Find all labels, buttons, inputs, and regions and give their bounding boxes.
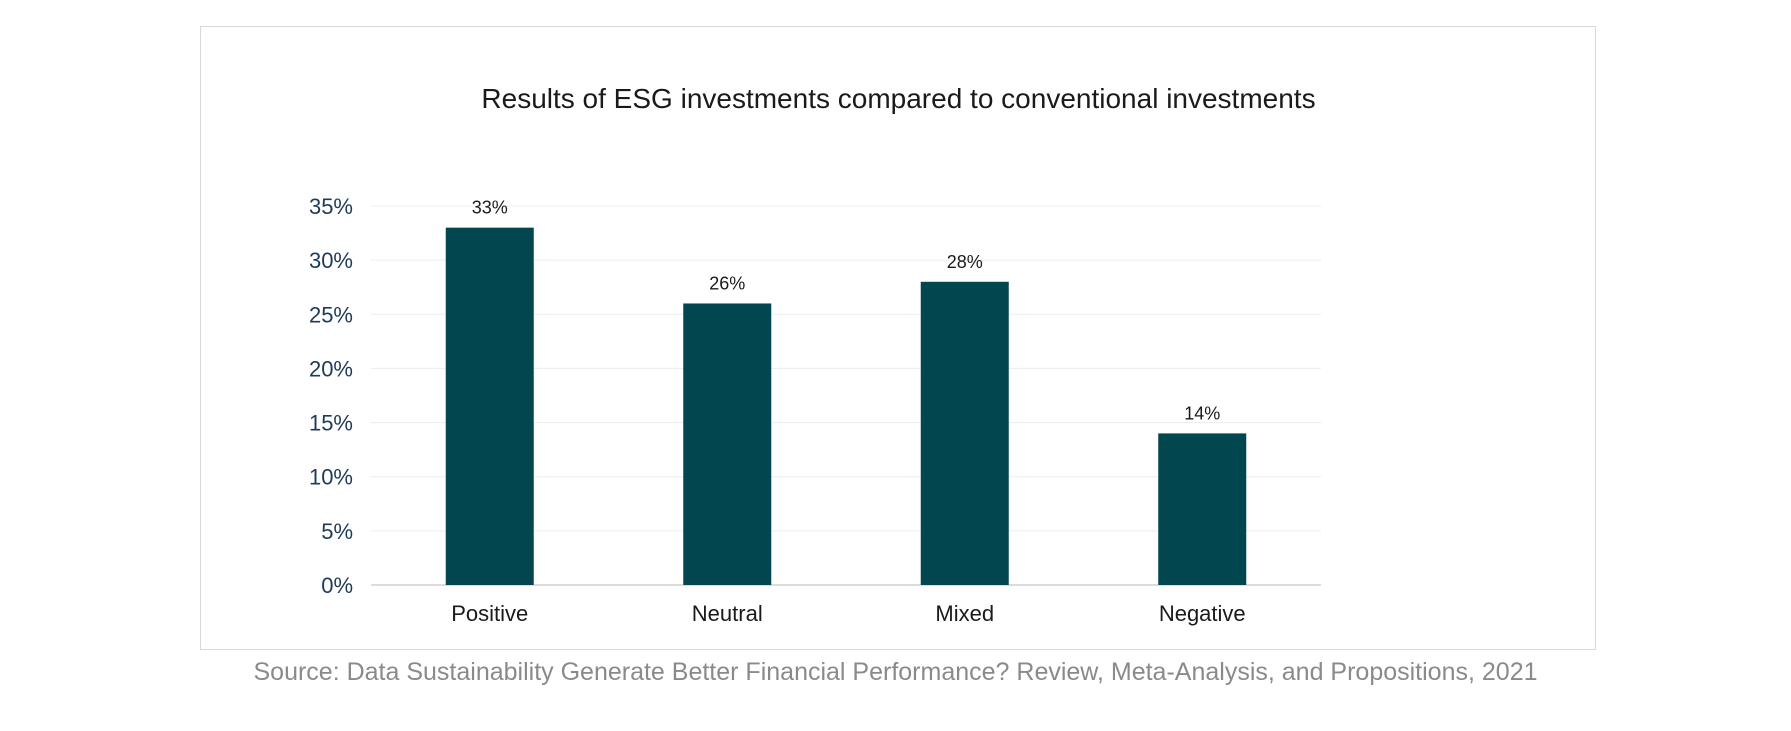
data-label: 33% — [472, 198, 508, 218]
y-tick-label: 15% — [309, 411, 353, 436]
bar — [1158, 433, 1247, 585]
data-label: 14% — [1184, 403, 1220, 423]
y-tick-label: 20% — [309, 356, 353, 381]
bar-chart: 0% 5% 10% 15% 20% 25% 30% 35% 33% Positive 26% Neut… — [309, 194, 1321, 626]
x-tick-label: Mixed — [935, 601, 994, 626]
x-tick-label: Negative — [1159, 601, 1246, 626]
chart-title: Results of ESG investments compared to c… — [481, 83, 1316, 114]
y-tick-label: 0% — [321, 573, 353, 598]
y-tick-label: 30% — [309, 248, 353, 273]
source-note: Source: Data Sustainability Generate Bet… — [253, 658, 1538, 686]
bar — [683, 303, 772, 585]
y-tick-label: 5% — [321, 519, 353, 544]
bar — [445, 227, 534, 585]
data-label: 26% — [709, 273, 745, 293]
data-label: 28% — [947, 252, 983, 272]
x-tick-label: Positive — [451, 601, 528, 626]
y-tick-label: 10% — [309, 465, 353, 490]
x-tick-label: Neutral — [692, 601, 763, 626]
y-tick-label: 35% — [309, 194, 353, 219]
chart-frame: Results of ESG investments compared to c… — [200, 26, 1596, 650]
y-tick-label: 25% — [309, 302, 353, 327]
bar — [920, 281, 1009, 585]
